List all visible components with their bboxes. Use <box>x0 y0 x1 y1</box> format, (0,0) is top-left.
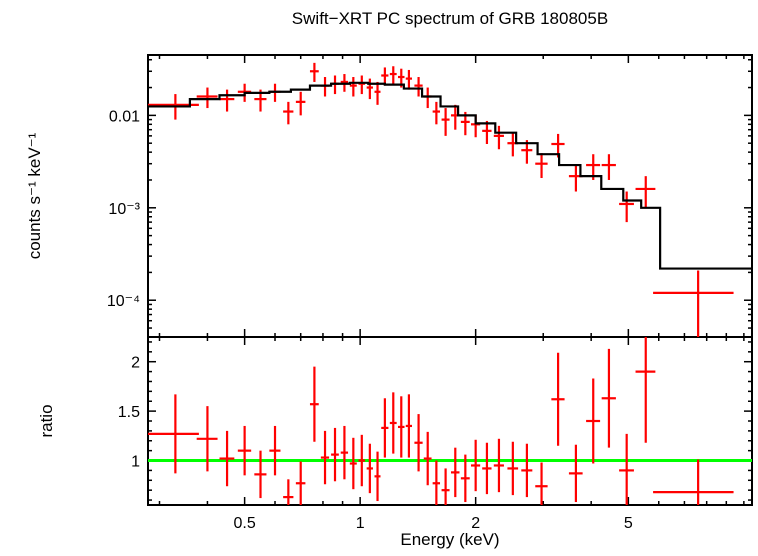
x-axis-label: Energy (keV) <box>400 530 499 549</box>
plot-title: Swift−XRT PC spectrum of GRB 180805B <box>292 9 608 28</box>
axes-frame-and-ticks: 0.5 1 2 5 0.01 10⁻³ 10⁻⁴ 1 1.5 2 <box>107 54 753 532</box>
svg-text:1: 1 <box>356 515 365 532</box>
svg-text:0.01: 0.01 <box>109 108 140 125</box>
spectrum-data-points <box>148 62 734 337</box>
svg-text:10⁻³: 10⁻³ <box>108 201 140 218</box>
y-axis-label-ratio: ratio <box>37 404 56 437</box>
svg-text:1: 1 <box>131 454 140 471</box>
svg-text:1.5: 1.5 <box>118 404 140 421</box>
svg-text:2: 2 <box>471 515 480 532</box>
ratio-data-points <box>148 337 734 505</box>
svg-text:2: 2 <box>131 355 140 372</box>
svg-text:0.5: 0.5 <box>234 515 256 532</box>
svg-text:5: 5 <box>624 515 633 532</box>
model-step-line <box>148 81 752 270</box>
y-axis-label-counts: counts s⁻¹ keV⁻¹ <box>25 132 44 259</box>
svg-text:10⁻⁴: 10⁻⁴ <box>107 293 140 310</box>
